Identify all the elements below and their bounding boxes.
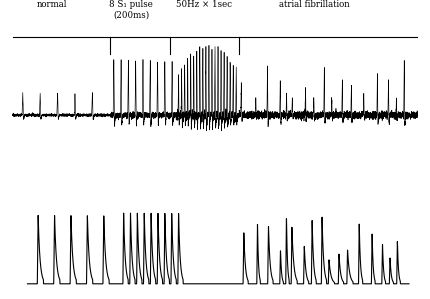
- Text: 8 S₁ pulse
(200ms): 8 S₁ pulse (200ms): [109, 0, 153, 19]
- Text: normal: normal: [37, 0, 67, 9]
- Text: atrial fibrillation: atrial fibrillation: [279, 0, 349, 9]
- Text: 50Hz × 1sec: 50Hz × 1sec: [176, 0, 232, 9]
